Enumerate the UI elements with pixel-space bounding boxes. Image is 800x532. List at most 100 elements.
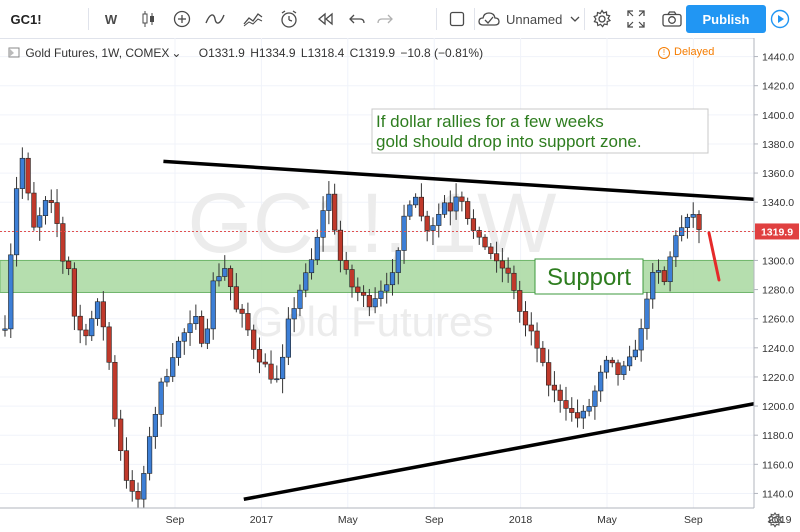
candle-body xyxy=(245,313,251,331)
candle-body xyxy=(488,246,494,254)
time-axis[interactable] xyxy=(0,507,800,532)
candle-body xyxy=(112,361,118,420)
candle-body xyxy=(436,213,442,226)
candle-body xyxy=(25,157,31,194)
watermark-name: Gold Futures xyxy=(251,298,494,345)
indicators-icon[interactable] xyxy=(200,0,230,38)
candle-body xyxy=(644,298,650,329)
alert-clock-icon[interactable] xyxy=(274,0,304,38)
top-toolbar: GC1! W Unnamed Publish xyxy=(0,0,800,39)
candle-body xyxy=(522,311,529,326)
price-tick-label: 1300.0 xyxy=(762,255,794,267)
candle-body xyxy=(360,292,367,296)
candle-body xyxy=(430,225,436,231)
candles xyxy=(2,147,702,511)
candle-body xyxy=(100,301,106,328)
price-tick-label: 1260.0 xyxy=(762,314,794,326)
add-indicator-icon[interactable] xyxy=(168,0,196,38)
compare-icon[interactable] xyxy=(238,0,268,38)
candle-body xyxy=(222,268,228,277)
time-tick-label: 2017 xyxy=(250,514,274,526)
candle-body xyxy=(626,356,633,367)
price-tick-label: 1440.0 xyxy=(762,52,794,64)
candle-body xyxy=(158,381,164,415)
last-price-value: 1319.9 xyxy=(761,226,793,238)
camera-icon[interactable] xyxy=(658,0,686,38)
time-tick-label: May xyxy=(338,514,359,526)
candle-body xyxy=(465,201,471,219)
candle-body xyxy=(493,253,500,262)
note-box xyxy=(371,108,709,154)
candle-body xyxy=(603,359,610,373)
publish-button[interactable]: Publish xyxy=(686,5,766,33)
fullscreen-rect-icon[interactable] xyxy=(444,0,470,38)
price-tick-label: 1280.0 xyxy=(762,285,794,297)
candle-body xyxy=(31,192,37,228)
undo-icon[interactable] xyxy=(344,0,370,38)
candle-body xyxy=(66,260,72,269)
candle-body xyxy=(216,276,222,282)
candle-body xyxy=(459,196,465,202)
candle-body xyxy=(8,254,14,330)
axis-settings-gear-icon[interactable] xyxy=(767,511,783,528)
support-trendline xyxy=(243,393,800,501)
resistance-trendline xyxy=(163,159,800,205)
candle-body xyxy=(580,410,586,419)
interval-button[interactable]: W xyxy=(98,0,124,38)
candle-body xyxy=(598,371,604,392)
candle-body xyxy=(574,412,581,419)
candle-body xyxy=(557,389,563,401)
candle-body xyxy=(210,280,216,330)
replay-icon[interactable] xyxy=(310,0,340,38)
candle-body xyxy=(170,357,176,377)
play-icon[interactable] xyxy=(766,5,794,33)
candle-body xyxy=(441,202,448,215)
candle-body xyxy=(71,268,77,317)
candle-body xyxy=(355,286,361,293)
candle-body xyxy=(193,316,199,325)
candle-body xyxy=(673,235,679,258)
layout-menu[interactable]: Unnamed xyxy=(478,0,582,38)
candle-body xyxy=(337,229,344,261)
candle-body xyxy=(551,384,558,391)
candle-body xyxy=(204,328,211,344)
price-tick-label: 1400.0 xyxy=(762,110,794,122)
candle-body xyxy=(540,347,546,363)
last-price-tag: 1319.9 xyxy=(755,223,799,240)
candle-body xyxy=(413,196,419,206)
candle-body xyxy=(135,491,141,500)
candle-body xyxy=(146,436,153,474)
delayed-badge[interactable]: ! Delayed xyxy=(658,46,714,59)
price-axis[interactable] xyxy=(753,38,800,508)
candle-body xyxy=(13,188,20,256)
symbol-label: GC1! xyxy=(10,11,42,27)
chevron-down-icon[interactable]: ⌄ xyxy=(171,46,182,60)
candle-body xyxy=(106,326,112,363)
candle-body xyxy=(401,215,407,251)
symbol-search-button[interactable]: GC1! xyxy=(6,0,46,38)
candle-body xyxy=(285,318,291,358)
layout-name: Unnamed xyxy=(506,11,563,27)
candle-body xyxy=(48,200,54,203)
legend-change: −10.8 (−0.81%) xyxy=(400,46,484,60)
candle-body xyxy=(615,362,621,375)
legend-title[interactable]: Gold Futures, 1W, COMEX xyxy=(25,46,170,60)
candle-body xyxy=(129,480,135,492)
settings-gear-icon[interactable] xyxy=(588,0,616,38)
candle-body xyxy=(609,359,615,364)
redo-icon[interactable] xyxy=(372,0,398,38)
candle-body xyxy=(453,196,459,212)
candle-body xyxy=(320,210,326,238)
candle-body xyxy=(655,270,662,273)
price-tick-label: 1360.0 xyxy=(762,168,794,180)
candle-body xyxy=(274,378,280,381)
cloud-icon xyxy=(478,12,500,26)
note-line-1: If dollar rallies for a few weeks xyxy=(376,112,604,131)
legend-close: C1319.9 xyxy=(349,46,396,60)
candle-body xyxy=(650,272,656,300)
candles-icon[interactable] xyxy=(134,0,162,38)
candle-body xyxy=(482,236,488,248)
candle-body xyxy=(696,214,702,230)
fullscreen-icon[interactable] xyxy=(622,0,650,38)
